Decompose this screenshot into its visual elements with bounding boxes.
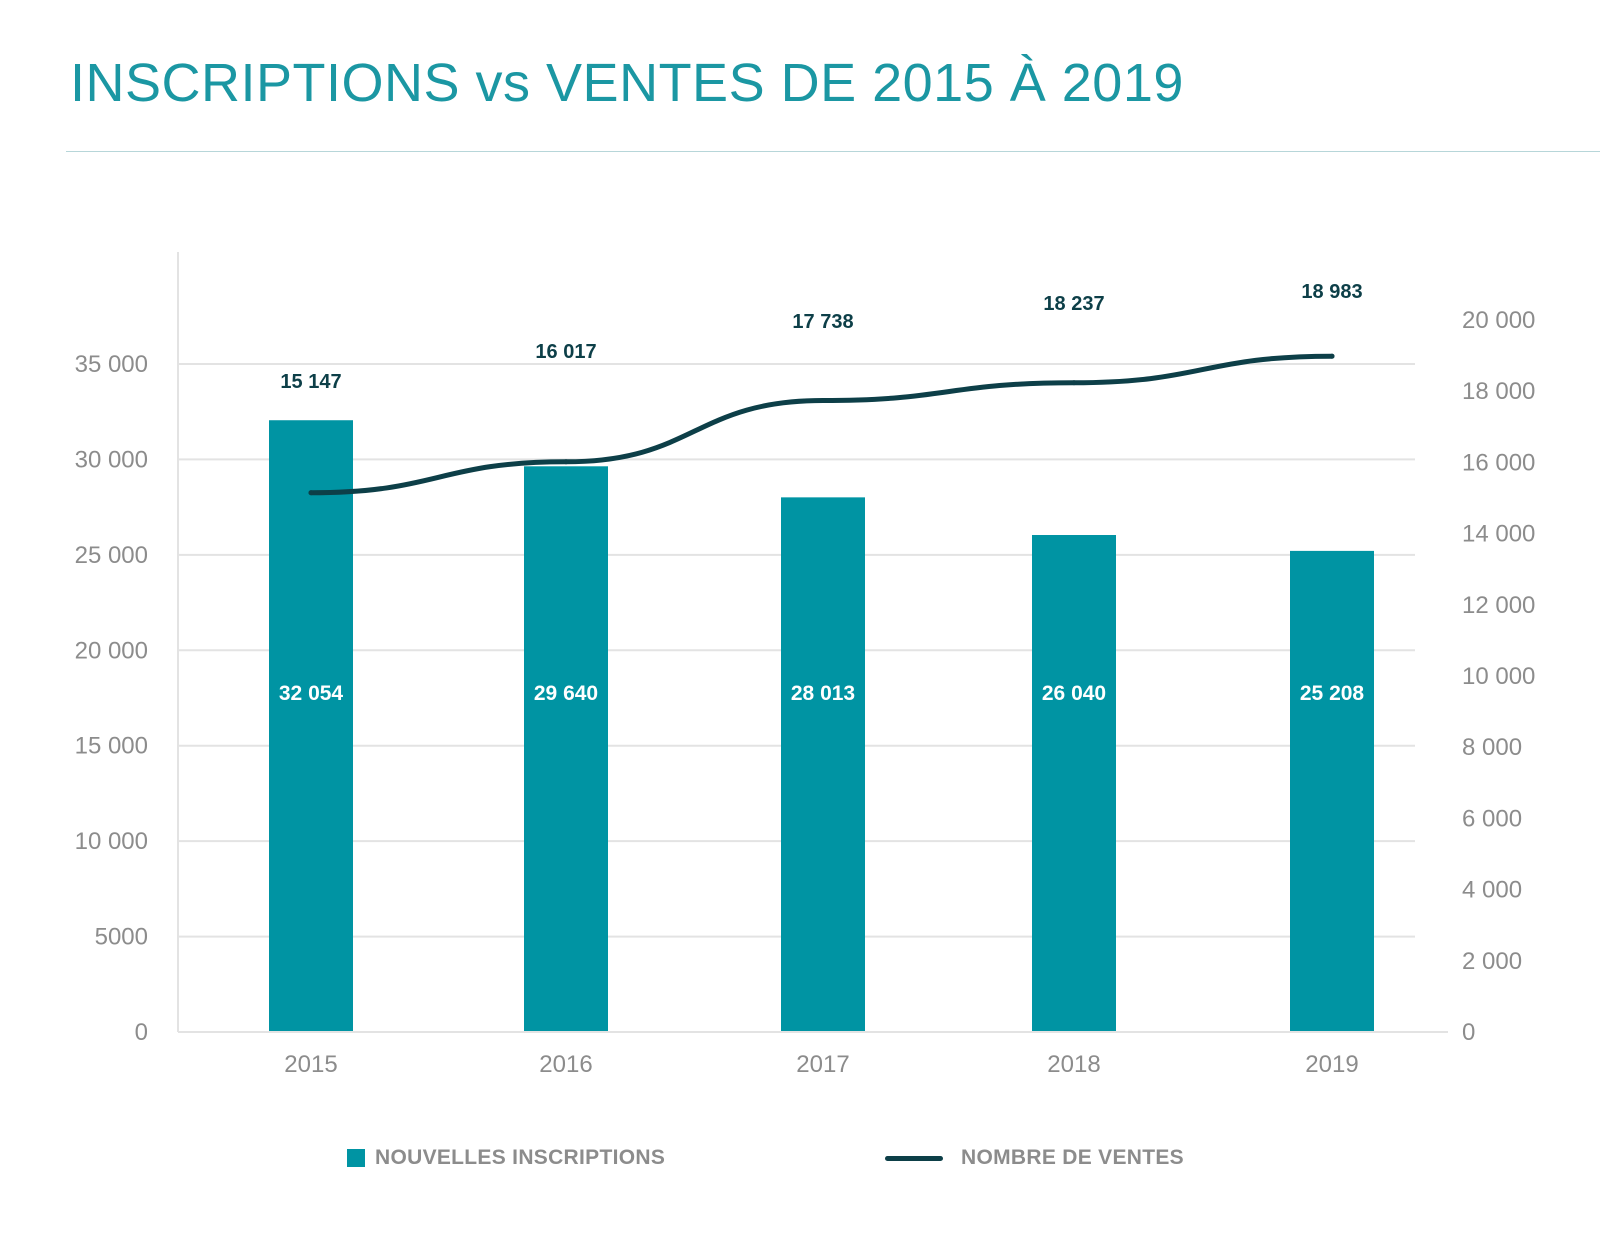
title-divider — [66, 151, 1600, 152]
x-tick-label: 2018 — [1047, 1051, 1100, 1078]
left-tick-label: 15 000 — [75, 733, 148, 760]
left-tick-label: 30 000 — [75, 446, 148, 473]
x-tick-label: 2015 — [284, 1051, 337, 1078]
right-tick-label: 8 000 — [1462, 734, 1522, 761]
bar-value-label: 25 208 — [1300, 682, 1365, 705]
left-tick-label: 10 000 — [75, 828, 148, 855]
gridlines — [178, 363, 1415, 938]
bar-value-label: 29 640 — [534, 682, 598, 705]
bar — [781, 497, 865, 1032]
line-point — [820, 398, 826, 404]
legend-item-line: NOMBRE DE VENTES — [885, 1146, 1184, 1170]
bar-value-label: 32 054 — [279, 682, 344, 705]
x-tick-label: 2016 — [539, 1051, 592, 1078]
right-tick-label: 6 000 — [1462, 805, 1522, 832]
line-series — [308, 353, 1335, 496]
line-value-label: 16 017 — [535, 341, 596, 363]
x-axis-ticks: 2015 2016 2017 2018 2019 — [284, 1051, 1358, 1078]
right-axis-ticks: 0 2 000 4 000 6 000 8 000 10 000 12 000 14 000 1… — [1462, 307, 1535, 1046]
left-tick-label: 5000 — [95, 924, 148, 951]
left-tick-label: 20 000 — [75, 637, 148, 664]
legend-line-label: NOMBRE DE VENTES — [961, 1146, 1184, 1169]
right-tick-label: 0 — [1462, 1019, 1475, 1046]
left-tick-label: 35 000 — [75, 351, 148, 378]
line-point — [563, 459, 569, 465]
sales-line — [308, 353, 1335, 496]
right-tick-label: 10 000 — [1462, 663, 1535, 690]
line-point — [1329, 353, 1335, 359]
x-tick-label: 2017 — [796, 1051, 849, 1078]
legend-bar-swatch — [347, 1149, 365, 1167]
right-tick-label: 4 000 — [1462, 877, 1522, 904]
right-tick-label: 12 000 — [1462, 592, 1535, 619]
line-value-label: 18 237 — [1043, 293, 1104, 315]
left-axis-ticks: 0 5000 10 000 15 000 20 000 25 000 30 000 35 00… — [75, 351, 148, 1046]
left-tick-label: 25 000 — [75, 542, 148, 569]
bar — [1032, 535, 1116, 1032]
bar — [269, 420, 353, 1032]
bar-series — [269, 420, 1374, 1032]
bar-value-label: 26 040 — [1042, 682, 1106, 705]
right-tick-label: 20 000 — [1462, 307, 1535, 334]
left-tick-label: 0 — [135, 1019, 148, 1046]
line-value-label: 17 738 — [792, 311, 853, 333]
legend-line-swatch — [885, 1155, 943, 1161]
axes — [177, 252, 1448, 1033]
right-tick-label: 14 000 — [1462, 521, 1535, 548]
line-data-labels: 15 147 16 017 17 738 18 237 18 983 — [280, 281, 1362, 393]
bar-value-label: 28 013 — [791, 682, 855, 705]
line-point — [308, 490, 314, 496]
x-tick-label: 2019 — [1305, 1051, 1358, 1078]
line-point — [1071, 380, 1077, 386]
right-tick-label: 2 000 — [1462, 948, 1522, 975]
chart-title: INSCRIPTIONS vs VENTES DE 2015 À 2019 — [70, 53, 1184, 113]
legend-item-bars: NOUVELLES INSCRIPTIONS — [347, 1146, 665, 1170]
line-value-label: 18 983 — [1301, 281, 1362, 303]
right-tick-label: 18 000 — [1462, 378, 1535, 405]
right-tick-label: 16 000 — [1462, 449, 1535, 476]
bar-data-labels: 32 054 29 640 28 013 26 040 25 208 — [279, 682, 1365, 705]
bar — [1290, 550, 1374, 1032]
line-value-label: 15 147 — [280, 371, 341, 393]
legend-bar-label: NOUVELLES INSCRIPTIONS — [375, 1146, 666, 1169]
bar — [524, 466, 608, 1032]
